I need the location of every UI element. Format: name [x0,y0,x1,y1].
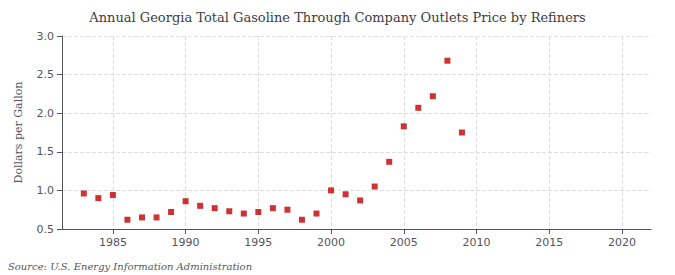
svg-text:2010: 2010 [462,236,490,249]
svg-text:2015: 2015 [535,236,563,249]
svg-text:2.0: 2.0 [37,107,55,120]
svg-text:1995: 1995 [244,236,272,249]
svg-text:Dollars per Gallon: Dollars per Gallon [12,82,25,184]
svg-text:1.0: 1.0 [37,184,55,197]
svg-text:1985: 1985 [99,236,127,249]
svg-text:1990: 1990 [172,236,200,249]
svg-text:2.5: 2.5 [37,68,55,81]
svg-text:0.5: 0.5 [37,223,55,236]
svg-text:1.5: 1.5 [37,145,55,158]
svg-text:2005: 2005 [390,236,418,249]
svg-text:3.0: 3.0 [37,30,55,43]
svg-text:Source: U.S. Energy Informatio: Source: U.S. Energy Information Administ… [8,261,252,272]
svg-text:2000: 2000 [317,236,345,249]
svg-text:Annual Georgia Total Gasoline: Annual Georgia Total Gasoline Through Co… [88,10,586,25]
svg-text:2020: 2020 [608,236,636,249]
